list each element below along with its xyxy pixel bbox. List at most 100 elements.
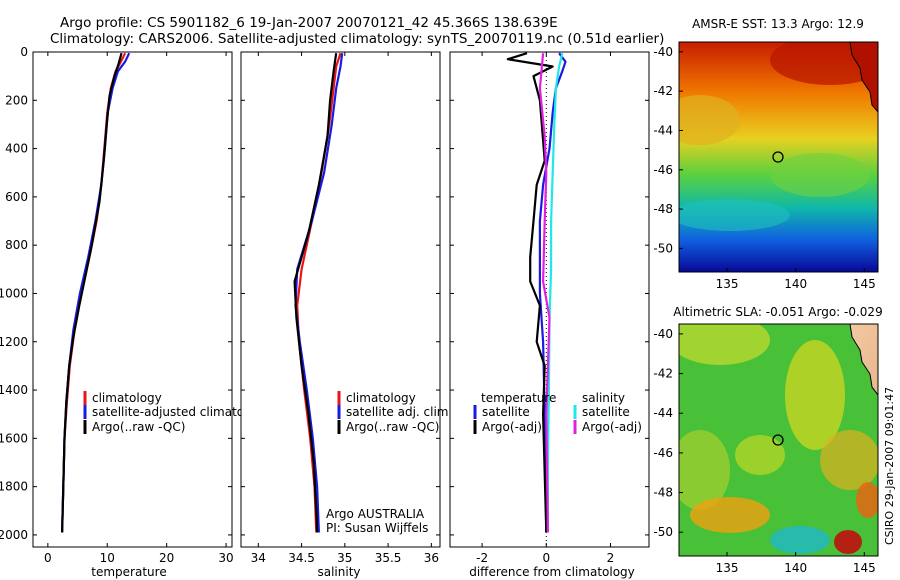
lon-tick-label: 140 [784, 277, 807, 291]
difference-legend: temperature satellite Argo(-adj) salinit… [473, 391, 642, 434]
legend-temp-satellite: satellite [482, 405, 530, 419]
legend-argo: Argo(..raw -QC) [92, 420, 185, 434]
sst-map-panel: AMSR-E SST: 13.3 Argo: 12.9 -40 -42 -44 -46… [653, 17, 879, 291]
salinity-panel: 34 34.5 35 35.5 36 salinity climatology sate… [240, 51, 452, 579]
x-tick-label: 35.5 [375, 551, 402, 565]
salinity-y-ticks [241, 51, 440, 536]
sla-patch [679, 430, 730, 510]
x-tick-label: 20 [159, 551, 174, 565]
lat-tick-label: -44 [653, 406, 673, 420]
temperature-profiles [61, 52, 131, 533]
x-tick-label: 35 [337, 551, 352, 565]
salinity-profiles [293, 52, 344, 533]
legend-temperature-heading: temperature [481, 391, 556, 405]
depth-tick-label: 600 [5, 190, 28, 204]
legend-satellite-adj: satellite adj. clim. [346, 405, 452, 419]
lat-tick-label: -48 [653, 486, 673, 500]
argo-location-marker [772, 151, 784, 163]
depth-tick-label: 1400 [0, 383, 28, 397]
depth-tick-label: 1200 [0, 335, 28, 349]
legend-climatology: climatology [92, 391, 162, 405]
lon-tick-label: 145 [853, 561, 876, 575]
depth-tick-label: 800 [5, 238, 28, 252]
series-line-salinity-satellite [546, 52, 564, 533]
lat-tick-label: -46 [653, 163, 673, 177]
legend-argo: Argo(..raw -QC) [346, 420, 439, 434]
sst-field [679, 42, 878, 272]
series-line-argo-raw-qc- [61, 52, 123, 533]
sla-map-title: Altimetric SLA: -0.051 Argo: -0.029 [673, 305, 882, 319]
difference-x-axis: -2 0 2 [476, 52, 614, 565]
difference-xlabel: difference from climatology [469, 565, 635, 579]
lat-tick-label: -50 [653, 241, 673, 255]
lon-tick-label: 145 [853, 277, 876, 291]
sla-land [849, 324, 878, 396]
depth-tick-label: 1000 [0, 286, 28, 300]
temperature-xlabel: temperature [91, 565, 166, 579]
x-tick-label: 34.5 [288, 551, 315, 565]
temperature-x-axis: 0 10 20 30 [44, 52, 234, 565]
lat-tick-label: -40 [653, 327, 673, 341]
sla-patch [856, 482, 878, 518]
depth-tick-label: 1800 [0, 480, 28, 494]
legend-climatology: climatology [346, 391, 416, 405]
series-line-salinity-argo-adj- [538, 53, 551, 533]
depth-tick-label: 2000 [0, 528, 28, 542]
x-tick-label: 0 [542, 551, 550, 565]
lon-tick-label: 140 [784, 561, 807, 575]
difference-y-ticks [450, 51, 649, 536]
salinity-axes-frame [240, 51, 441, 548]
temperature-legend: climatology satellite-adjusted climatolo… [83, 391, 270, 434]
sla-patch [785, 340, 845, 450]
lat-tick-label: -40 [653, 45, 673, 59]
sla-patch [820, 430, 878, 490]
sla-patch [735, 435, 785, 475]
sla-patch [834, 530, 862, 554]
legend-sal-argo: Argo(-adj) [582, 420, 642, 434]
sst-cool-patch [679, 199, 790, 231]
x-tick-label: 2 [607, 551, 615, 565]
sla-patch [690, 497, 770, 533]
salinity-x-axis: 34 34.5 35 35.5 36 [251, 52, 439, 565]
lon-tick-label: 135 [716, 561, 739, 575]
sla-map-panel: Altimetric SLA: -0.051 Argo: -0.029 -40-… [653, 305, 882, 575]
sla-map-axes: -40 -42 -44 -46 -48 -50 135 140 145 [653, 327, 875, 575]
series-line-argo-raw-qc- [293, 53, 338, 533]
salinity-xlabel: salinity [317, 565, 360, 579]
depth-axis: 0 200 400 600 800 1000 1200 1400 1600 1800 2000 [0, 45, 232, 542]
salinity-legend: climatology satellite adj. clim. Argo(..… [337, 391, 452, 434]
legend-temp-argo: Argo(-adj) [482, 420, 542, 434]
x-tick-label: -2 [476, 551, 488, 565]
legend-salinity-heading: salinity [582, 391, 625, 405]
lat-tick-label: -48 [653, 202, 673, 216]
sst-map-frame [678, 41, 879, 273]
csiro-timestamp: CSIRO 29-Jan-2007 09:01:47 [883, 387, 896, 545]
lat-tick-label: -42 [653, 84, 673, 98]
sla-patch [679, 324, 770, 365]
lat-tick-label: -50 [653, 525, 673, 539]
series-line-temperature-argo-adj- [506, 52, 554, 533]
difference-panel: -2 0 2 difference from climatology tempera… [449, 51, 650, 579]
legend-satellite-adjusted: satellite-adjusted climatology [92, 405, 270, 419]
sla-map-frame [678, 323, 879, 557]
sst-coastline [849, 42, 878, 113]
sst-warm-patch [679, 95, 740, 145]
depth-tick-label: 400 [5, 142, 28, 156]
sla-patch [770, 526, 830, 554]
lat-tick-label: -44 [653, 123, 673, 137]
x-tick-label: 0 [44, 551, 52, 565]
x-tick-label: 10 [100, 551, 115, 565]
sst-map-title: AMSR-E SST: 13.3 Argo: 12.9 [692, 17, 864, 31]
argo-location-marker [772, 434, 784, 446]
depth-tick-label: 200 [5, 93, 28, 107]
lat-tick-label: -46 [653, 446, 673, 460]
figure-title-line1: Argo profile: CS 5901182_6 19-Jan-2007 2… [60, 15, 558, 31]
pi-annotation: PI: Susan Wijffels [326, 521, 428, 535]
difference-profiles [506, 52, 567, 533]
sla-field [679, 324, 878, 556]
lat-tick-label: -42 [653, 367, 673, 381]
figure-title-line2: Climatology: CARS2006. Satellite-adjuste… [50, 31, 664, 47]
sst-map-axes: -40 -42 -44 -46 -48 -50 135 140 145 [653, 45, 875, 291]
x-tick-label: 36 [424, 551, 439, 565]
